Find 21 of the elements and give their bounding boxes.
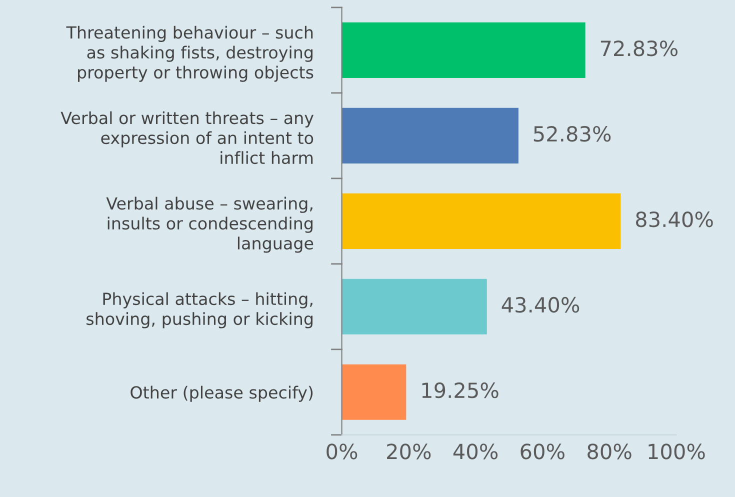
data-label: 83.40%	[636, 211, 713, 228]
x-tick-label: 100%	[648, 444, 705, 460]
x-tick-label: 0%	[326, 444, 358, 460]
y-tick-label: Other (please specify)	[130, 386, 313, 402]
data-label: 52.83%	[534, 126, 611, 142]
bar	[342, 108, 518, 164]
y-tick-label: Threatening behaviour – such as shaking fists, destroying property or throwing objects	[66, 26, 314, 82]
bar	[342, 364, 406, 420]
x-tick-label: 40%	[453, 444, 498, 460]
data-label: 43.40%	[502, 296, 580, 313]
y-tick-label: Physical attacks – hitting, shoving, pushing or kicking	[86, 292, 312, 328]
bar	[342, 193, 621, 249]
y-tick-label: Verbal abuse – swearing, insults or condescending language	[106, 196, 314, 253]
data-label: 19.25%	[422, 382, 498, 398]
data-label: 72.83%	[600, 40, 678, 56]
y-tick-label: Verbal or written threats – any expression of an intent to inflict harm	[60, 111, 314, 164]
x-tick-label: 80%	[588, 444, 632, 460]
x-tick-label: 20%	[387, 444, 431, 460]
bar	[342, 22, 586, 78]
bar	[342, 278, 487, 334]
x-tick-label: 60%	[520, 444, 564, 460]
